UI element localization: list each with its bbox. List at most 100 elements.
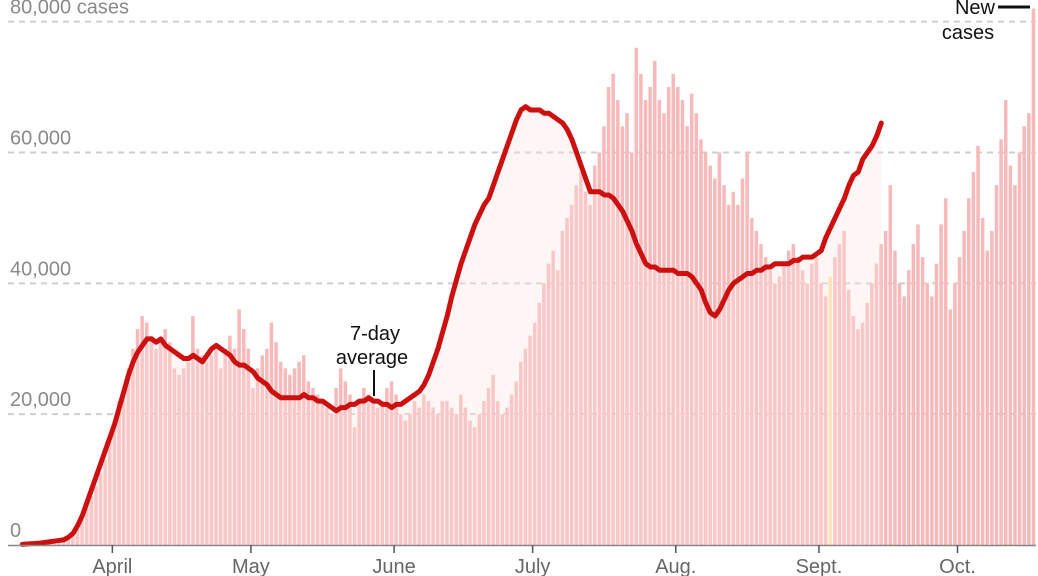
case-bar	[657, 100, 662, 545]
case-bar	[606, 87, 611, 546]
case-bar	[999, 139, 1003, 545]
case-bar	[805, 283, 809, 545]
case-bar	[246, 348, 251, 545]
case-bar	[625, 113, 629, 546]
case-bar	[652, 60, 657, 545]
case-bar	[860, 322, 865, 545]
case-bar	[334, 387, 338, 545]
case-bar	[851, 316, 856, 545]
case-bar	[837, 244, 842, 545]
case-bar	[731, 191, 736, 545]
case-bar	[870, 283, 874, 545]
case-bar	[823, 296, 828, 545]
case-bar	[680, 100, 685, 545]
case-bar	[694, 113, 699, 546]
case-bar	[311, 387, 315, 545]
case-bar	[745, 152, 749, 545]
case-bar	[689, 93, 694, 545]
average-annotation-line2: average	[336, 347, 408, 369]
case-bar	[980, 217, 985, 545]
case-bar	[463, 407, 468, 545]
case-bar	[583, 191, 588, 545]
case-bar	[343, 381, 348, 545]
case-bar	[948, 309, 953, 545]
average-fill-area	[22, 106, 882, 546]
y-axis-labels: 0 20,000 40,000 60,000 80,000 cases	[10, 0, 129, 542]
case-bar	[435, 414, 440, 545]
case-bar	[722, 185, 726, 545]
case-bar	[842, 230, 846, 546]
case-bar	[976, 145, 980, 545]
case-bar	[560, 230, 565, 546]
case-bar	[883, 230, 888, 546]
case-bar	[579, 172, 583, 546]
x-tick-label: Sept.	[796, 556, 843, 576]
new-cases-annotation-line1: New	[955, 0, 996, 19]
case-bar	[108, 440, 112, 545]
seven-day-average-line	[19, 104, 884, 547]
case-bar	[482, 401, 486, 545]
case-bar	[514, 381, 518, 545]
case-bar	[597, 152, 602, 545]
case-bar	[112, 420, 117, 545]
x-tick-label: April	[92, 556, 132, 576]
case-bar	[255, 368, 260, 545]
case-bar	[939, 224, 943, 546]
case-bar	[666, 87, 671, 546]
case-bar	[639, 73, 643, 545]
case-bar	[89, 495, 94, 545]
case-bar	[574, 185, 578, 545]
case-bar	[283, 368, 288, 545]
case-bar	[846, 289, 851, 545]
case-bar	[126, 368, 131, 545]
case-bar	[486, 387, 491, 545]
case-bar	[519, 361, 523, 545]
case-bar	[172, 368, 177, 545]
case-bar	[920, 257, 925, 545]
case-bar	[930, 296, 934, 545]
case-bar	[98, 473, 103, 545]
case-bar	[643, 100, 648, 545]
case-bar	[274, 342, 278, 545]
case-bar	[338, 368, 343, 545]
case-bar	[385, 387, 389, 545]
case-bar	[662, 113, 666, 546]
case-bar	[1027, 113, 1031, 546]
case-bar	[94, 486, 98, 545]
case-bar	[616, 100, 620, 545]
case-bar	[362, 387, 366, 545]
case-bar	[565, 217, 569, 545]
case-bar	[893, 250, 897, 545]
case-bar	[408, 414, 412, 545]
case-bar	[542, 283, 546, 545]
case-bar	[121, 387, 126, 545]
case-bar	[648, 87, 652, 546]
case-bar	[967, 198, 971, 545]
case-bar	[971, 172, 976, 546]
case-bar	[551, 250, 555, 545]
case-bar	[468, 420, 472, 545]
average-annotation: 7-day average	[336, 323, 408, 396]
case-bar	[505, 407, 509, 545]
case-bar	[380, 401, 385, 545]
case-bar	[532, 322, 537, 545]
case-bar	[495, 401, 500, 545]
case-bar	[140, 316, 144, 545]
case-bar	[440, 401, 445, 545]
case-bar	[925, 283, 929, 545]
daily-case-bars	[20, 8, 1036, 546]
case-bar	[865, 302, 869, 545]
case-bar	[796, 257, 800, 545]
case-bar	[611, 73, 615, 545]
case-bar	[209, 355, 214, 545]
case-bar	[588, 204, 592, 545]
case-bar	[509, 394, 514, 545]
case-bar	[791, 244, 796, 545]
case-bar	[251, 387, 255, 545]
case-bar	[763, 257, 768, 545]
x-tick-label: May	[232, 556, 270, 576]
case-bar	[237, 309, 241, 545]
case-bar	[740, 178, 745, 545]
case-bar	[75, 525, 80, 545]
x-tick-label: July	[515, 556, 551, 576]
